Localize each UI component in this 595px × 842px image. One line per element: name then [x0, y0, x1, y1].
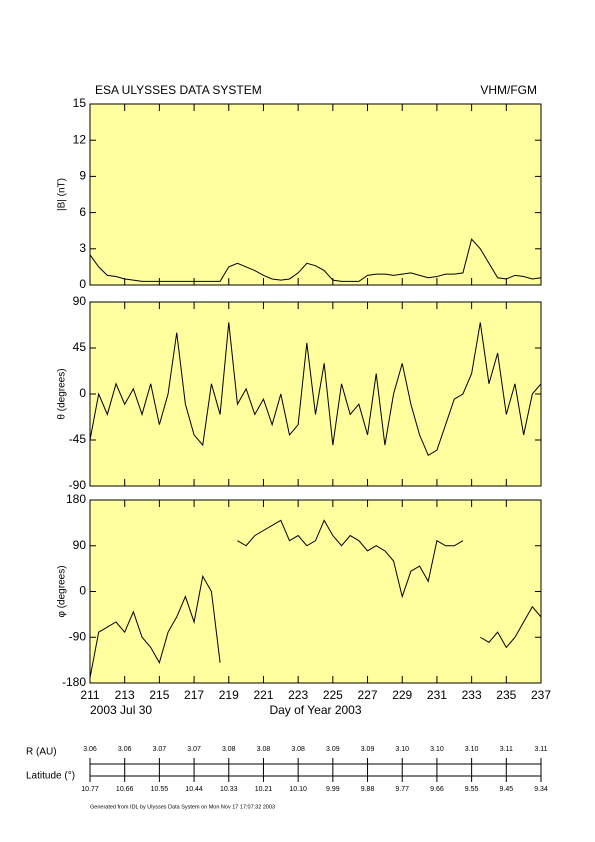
- latitude-value: 10.10: [289, 786, 307, 793]
- r-value: 3.10: [395, 746, 409, 753]
- latitude-value: 9.45: [499, 786, 513, 793]
- y-tick-label: 0: [79, 277, 86, 291]
- r-value: 3.06: [83, 746, 97, 753]
- y-tick-label: 0: [79, 584, 86, 598]
- data-line: [89, 322, 542, 457]
- x-tick-label: 213: [115, 688, 135, 702]
- r-value: 3.08: [257, 746, 271, 753]
- r-value: 3.09: [326, 746, 340, 753]
- header-left: ESA ULYSSES DATA SYSTEM: [95, 83, 262, 97]
- x-tick-label: 227: [358, 688, 378, 702]
- header-right: VHM/FGM: [480, 83, 537, 97]
- y-tick-label: 45: [73, 340, 87, 354]
- y-tick-label: 3: [79, 241, 86, 255]
- x-tick-label: 215: [149, 688, 169, 702]
- latitude-value: 9.99: [326, 786, 340, 793]
- y-tick-label: -90: [69, 478, 87, 492]
- y-tick-label: 0: [79, 386, 86, 400]
- x-axis-label: Day of Year 2003: [269, 703, 361, 717]
- x-tick-label: 235: [496, 688, 516, 702]
- y-axis-label: θ (degrees): [57, 368, 68, 419]
- plot-background: [89, 499, 542, 684]
- x-tick-label: 211: [80, 688, 99, 702]
- latitude-value: 10.66: [116, 786, 134, 793]
- r-value: 3.08: [222, 746, 236, 753]
- plot-background: [89, 103, 542, 286]
- latitude-value: 9.66: [430, 786, 444, 793]
- x-tick-label: 237: [531, 688, 551, 702]
- y-tick-label: -90: [69, 629, 87, 643]
- latitude-value: 10.44: [185, 786, 203, 793]
- y-axis-label: φ (degrees): [57, 565, 68, 617]
- date-annotation: 2003 Jul 30: [90, 703, 152, 717]
- r-value: 3.10: [465, 746, 479, 753]
- r-value: 3.08: [291, 746, 305, 753]
- y-tick-label: 15: [73, 96, 87, 110]
- x-tick-label: 221: [253, 688, 273, 702]
- y-axis-label: |B| (nT): [57, 178, 68, 211]
- latitude-value: 9.55: [465, 786, 479, 793]
- latitude-value: 10.77: [81, 786, 99, 793]
- r-value: 3.09: [361, 746, 375, 753]
- data-line: [89, 238, 542, 282]
- y-tick-label: -180: [62, 675, 86, 689]
- r-value: 3.10: [430, 746, 444, 753]
- x-tick-label: 223: [288, 688, 308, 702]
- latitude-value: 9.34: [534, 786, 548, 793]
- plot-background: [89, 301, 542, 487]
- latitude-value: 10.55: [151, 786, 169, 793]
- r-value: 3.11: [534, 746, 547, 753]
- latitude-value: 9.77: [395, 786, 409, 793]
- footer: Generated from IDL by Ulysses Data Syste…: [90, 804, 275, 810]
- latitude-value: 10.33: [220, 786, 238, 793]
- x-tick-label: 217: [184, 688, 204, 702]
- r-value: 3.07: [187, 746, 201, 753]
- lat-label: Latitude (°): [26, 771, 75, 782]
- latitude-value: 10.21: [255, 786, 273, 793]
- y-tick-label: 90: [73, 538, 87, 552]
- r-value: 3.11: [500, 746, 513, 753]
- y-tick-label: 90: [73, 294, 87, 308]
- y-tick-label: 9: [79, 169, 86, 183]
- data-line: [89, 519, 542, 679]
- x-tick-label: 231: [427, 688, 447, 702]
- y-tick-label: 12: [73, 132, 87, 146]
- r-value: 3.07: [153, 746, 167, 753]
- r-label: R (AU): [26, 747, 57, 758]
- x-tick-label: 219: [219, 688, 239, 702]
- y-tick-label: 6: [79, 205, 86, 219]
- x-tick-label: 229: [392, 688, 412, 702]
- y-tick-label: -45: [69, 432, 87, 446]
- r-value: 3.06: [118, 746, 132, 753]
- x-tick-label: 225: [323, 688, 343, 702]
- x-tick-label: 233: [462, 688, 482, 702]
- y-tick-label: 180: [66, 492, 86, 506]
- latitude-value: 9.88: [361, 786, 375, 793]
